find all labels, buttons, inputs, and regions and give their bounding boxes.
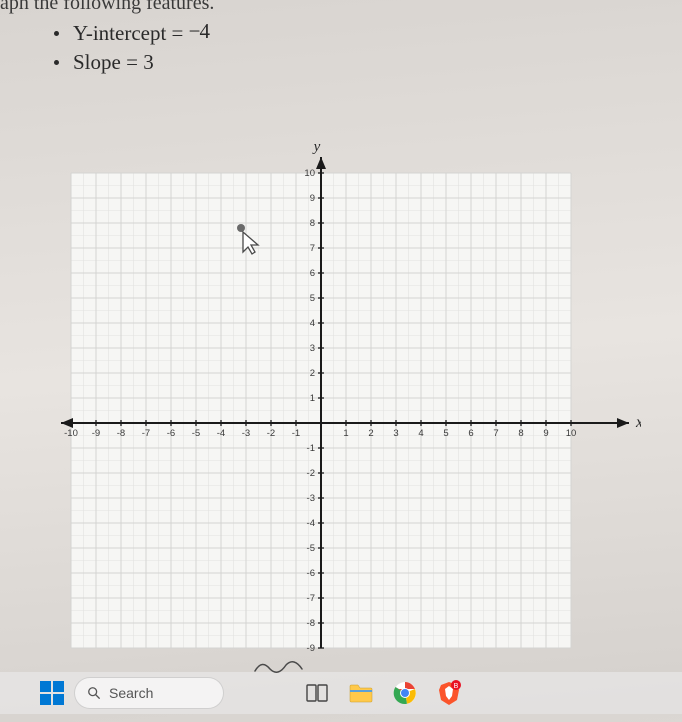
svg-text:-4: -4	[217, 428, 225, 439]
slope-label: Slope =	[73, 50, 143, 74]
svg-text:10: 10	[304, 168, 315, 179]
graph-svg: -10 -9 -8 -7 -6 -5 -4 -3 -2 -1 1 2 3 4 5 6 7 8 9 10 -9 -8 -7 -6…	[41, 137, 641, 677]
svg-text:-7: -7	[142, 428, 150, 439]
svg-text:-7: -7	[307, 593, 315, 604]
search-icon	[87, 686, 101, 700]
svg-text:-10: -10	[64, 428, 78, 439]
svg-text:6: 6	[468, 428, 473, 439]
svg-text:10: 10	[566, 428, 577, 439]
svg-text:4: 4	[310, 318, 315, 329]
svg-text:9: 9	[543, 428, 548, 439]
chrome-icon[interactable]	[392, 680, 418, 706]
svg-text:7: 7	[493, 428, 498, 439]
y-arrow-up	[316, 157, 326, 169]
svg-text:-3: -3	[307, 493, 315, 504]
svg-text:-8: -8	[307, 618, 315, 629]
svg-text:6: 6	[310, 268, 315, 279]
svg-text:-6: -6	[167, 428, 175, 439]
svg-text:2: 2	[310, 368, 315, 379]
search-placeholder: Search	[109, 685, 153, 701]
svg-text:-1: -1	[292, 428, 300, 439]
svg-text:8: 8	[310, 218, 315, 229]
svg-text:2: 2	[368, 428, 373, 439]
windows-start-button[interactable]	[40, 681, 64, 705]
svg-text:-5: -5	[192, 428, 200, 439]
windows-taskbar[interactable]: Search	[0, 672, 682, 714]
svg-text:7: 7	[310, 243, 315, 254]
coordinate-graph[interactable]: -10 -9 -8 -7 -6 -5 -4 -3 -2 -1 1 2 3 4 5 6 7 8 9 10 -9 -8 -7 -6…	[41, 137, 641, 677]
svg-text:5: 5	[310, 293, 315, 304]
svg-text:4: 4	[418, 428, 423, 439]
svg-text:5: 5	[443, 428, 448, 439]
svg-text:-8: -8	[117, 428, 125, 439]
truncated-question-text: aph the following features.	[0, 0, 662, 15]
svg-text:-5: -5	[307, 543, 315, 554]
svg-text:-9: -9	[92, 428, 100, 439]
svg-text:9: 9	[310, 193, 315, 204]
svg-text:3: 3	[393, 428, 398, 439]
feature-list: Y-intercept = −4 Slope = 3	[54, 21, 662, 75]
svg-text:-1: -1	[307, 443, 315, 454]
svg-text:-6: -6	[307, 568, 315, 579]
svg-text:-2: -2	[267, 428, 275, 439]
taskview-icon[interactable]	[304, 680, 330, 706]
svg-text:1: 1	[310, 393, 315, 404]
taskbar-search[interactable]: Search	[74, 677, 224, 709]
svg-text:1: 1	[343, 428, 348, 439]
brave-icon[interactable]: B	[436, 680, 462, 706]
svg-text:8: 8	[518, 428, 523, 439]
yintercept-label: Y-intercept =	[73, 21, 189, 45]
yintercept-value: −4	[189, 19, 209, 44]
x-arrow-right	[617, 418, 629, 428]
slope-value: 3	[143, 50, 154, 74]
bullet-yintercept: Y-intercept = −4	[54, 21, 662, 46]
svg-text:B: B	[454, 683, 459, 690]
svg-text:-2: -2	[307, 468, 315, 479]
y-axis-label: y	[312, 139, 321, 155]
svg-text:-3: -3	[242, 428, 250, 439]
x-axis-label: x	[635, 414, 641, 431]
svg-text:-9: -9	[307, 643, 315, 654]
bullet-dot	[54, 31, 59, 36]
bullet-slope: Slope = 3	[54, 50, 662, 75]
file-explorer-icon[interactable]	[348, 680, 374, 706]
svg-text:-4: -4	[307, 518, 315, 529]
svg-text:3: 3	[310, 343, 315, 354]
bullet-dot	[54, 60, 59, 65]
